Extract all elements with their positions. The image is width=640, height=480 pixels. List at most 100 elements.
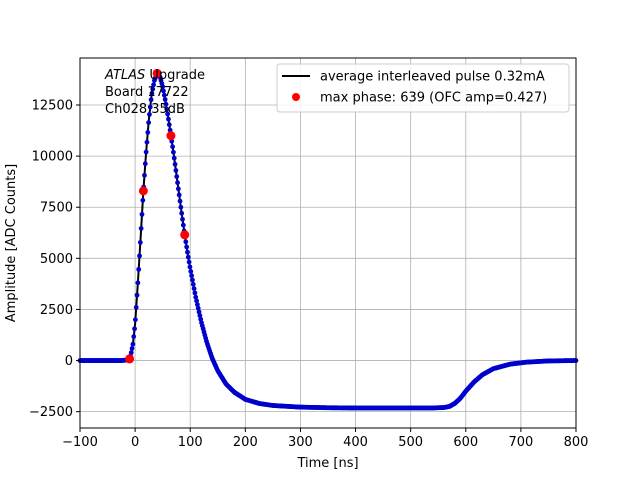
pulse-marker [146,120,152,125]
pulse-marker [179,210,185,216]
x-tick-label: 600 [453,435,478,450]
y-axis: −2500 0 2500 5000 7500 10000 12500 [29,99,80,420]
pulse-marker [172,161,178,167]
legend: average interleaved pulse 0.32mA max pha… [276,63,570,113]
pulse-marker [195,305,201,311]
pulse-marker [183,239,189,245]
pulse-marker [164,106,170,112]
legend-box [276,63,570,113]
x-axis-label: Time [ns] [296,456,358,471]
pulse-marker [162,97,168,102]
pulse-marker [175,180,180,186]
pulse-marker [137,253,142,259]
pulse-marker [132,317,138,323]
pulse-marker [128,350,134,356]
y-tick-label: −2500 [29,405,73,420]
pulse-marker [145,130,151,135]
legend-entry-max-phase: max phase: 639 (OFC amp=0.427) [320,91,547,106]
y-tick-label: 12500 [32,99,73,114]
pulse-marker [194,302,200,307]
pulse-marker [143,149,149,155]
max-phase-markers [125,68,190,364]
pulse-marker [147,112,152,117]
x-tick-label: 500 [398,435,423,450]
pulse-marker [165,111,171,117]
plot-frame [79,57,577,429]
max-phase-marker [166,131,176,141]
x-tick-label: 800 [564,435,589,450]
pulse-marker [171,149,176,155]
pulse-marker [187,264,193,270]
pulse-marker [174,174,180,179]
pulse-marker [191,286,197,291]
annotation-upgrade: Upgrade [145,68,205,83]
annotation-line-1: ATLAS Upgrade [104,68,205,83]
pulse-marker [161,88,166,94]
annotation-atlas: ATLAS [104,68,145,83]
y-tick-label: 7500 [40,201,73,216]
pulse-marker [185,249,190,255]
atlas-annotation: ATLAS Upgrade Board 17722 Ch028 35dB [104,68,205,117]
pulse-marker [134,292,140,298]
pulse-marker [184,244,190,250]
pulse-marker [160,84,166,90]
pulse-marker [150,86,156,92]
pulse-marker [140,197,146,203]
legend-marker-swatch [292,93,300,101]
pulse-marker [133,304,139,310]
x-axis: −100 0 100 200 300 400 500 600 700 800 [62,428,588,450]
pulse-line [80,71,577,409]
pulse-marker [136,266,142,272]
pulse-marker [166,116,171,122]
pulse-marker [175,186,181,192]
y-tick-label: 10000 [32,150,73,165]
pulse-marker [180,222,186,228]
max-phase-marker [138,186,148,196]
pulse-marker [177,198,183,204]
pulse-marker [149,90,155,96]
pulse-marker [138,226,144,231]
annotation-line-3: Ch028 35dB [105,102,185,117]
y-tick-label: 2500 [40,303,73,318]
pulse-marker [190,281,196,287]
y-axis-label: Amplitude [ADC Counts] [4,164,19,322]
pulse-marker [147,104,153,110]
pulse-marker [176,192,182,198]
legend-entry-pulse: average interleaved pulse 0.32mA [320,70,545,85]
pulse-marker [190,277,195,283]
pulse-marker [189,273,195,279]
pulse-marker [171,155,177,161]
pulse-marker [130,341,136,347]
pulse-marker [132,326,137,332]
pulse-marker [148,97,154,103]
pulse-marker [194,298,199,304]
pulse-marker [192,290,198,296]
annotation-line-2: Board 17722 [105,85,189,100]
x-tick-label: 700 [508,435,533,450]
pulse-marker [144,139,150,145]
pulse-marker [166,122,172,128]
max-phase-marker [125,354,135,364]
pulse-marker [173,168,179,173]
pulse-marker [142,172,147,178]
x-tick-label: 300 [288,435,313,450]
pulse-marker [139,211,145,217]
y-tick-label: 5000 [40,252,73,267]
pulse-marker [193,294,199,300]
pulse-marker [151,82,156,88]
pulse-marker [170,144,175,150]
pulse-marker [188,269,194,274]
x-tick-label: 400 [343,435,368,450]
pulse-marker [186,259,192,265]
pulse-marker [142,161,148,167]
pulse-marker [197,313,203,318]
x-tick-label: 0 [131,435,139,450]
pulse-series [80,71,577,409]
pulse-marker [180,216,185,222]
max-phase-marker [152,68,162,78]
x-tick-label: 200 [233,435,258,450]
x-tick-label: −100 [62,435,98,450]
pulse-marker [137,239,143,245]
x-tick-label: 100 [178,435,203,450]
